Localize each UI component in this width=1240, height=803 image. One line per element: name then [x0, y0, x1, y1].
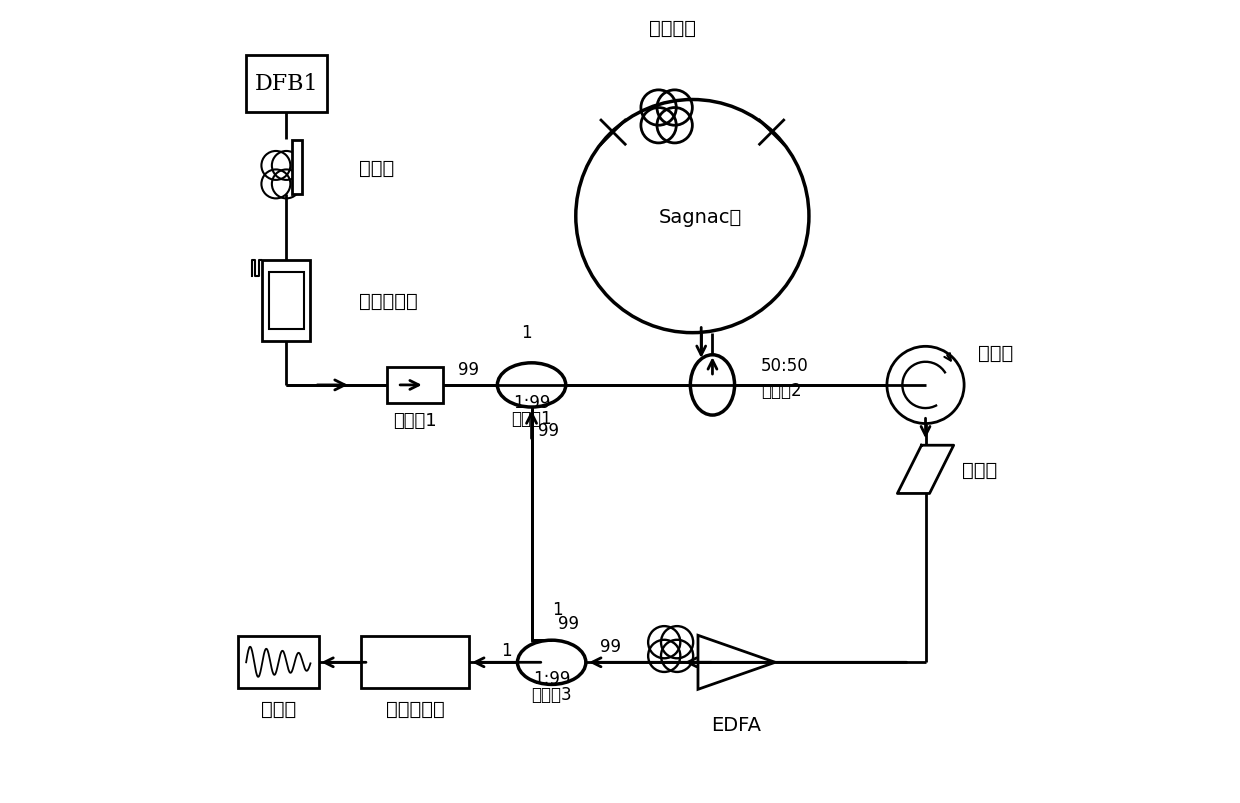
- Text: 99: 99: [600, 638, 621, 655]
- Bar: [291, 141, 303, 195]
- Text: 1:99: 1:99: [513, 393, 551, 411]
- Bar: [387, 368, 443, 403]
- Bar: [238, 636, 319, 689]
- Text: 99: 99: [538, 422, 559, 439]
- Text: 1: 1: [501, 642, 511, 659]
- Bar: [262, 261, 310, 341]
- Text: 耦合器3: 耦合器3: [532, 685, 572, 703]
- Text: 偏振器: 偏振器: [358, 159, 394, 178]
- Text: 耦合器2: 耦合器2: [760, 381, 801, 399]
- Text: DFB1: DFB1: [254, 73, 319, 96]
- Text: 99: 99: [459, 361, 480, 378]
- Text: 1: 1: [521, 324, 532, 341]
- Polygon shape: [898, 446, 954, 494]
- Text: 隔离器1: 隔离器1: [393, 411, 436, 429]
- Text: 1: 1: [552, 601, 562, 618]
- Bar: [361, 636, 469, 689]
- Text: 环形器: 环形器: [978, 344, 1013, 363]
- Text: Sagnac环: Sagnac环: [658, 207, 742, 226]
- Text: 电光调制器: 电光调制器: [358, 291, 418, 311]
- Text: 滤波器: 滤波器: [962, 460, 997, 479]
- Text: 耦合器1: 耦合器1: [511, 410, 552, 427]
- Text: 50:50: 50:50: [760, 357, 808, 374]
- Text: 1:99: 1:99: [533, 669, 570, 687]
- Bar: [269, 273, 304, 329]
- Text: 双孔光纤: 双孔光纤: [649, 18, 696, 38]
- Text: 99: 99: [558, 614, 579, 632]
- Text: EDFA: EDFA: [712, 715, 761, 734]
- Text: 示波器: 示波器: [260, 699, 296, 718]
- Text: 光电探测器: 光电探测器: [386, 699, 444, 718]
- Bar: [247, 56, 326, 112]
